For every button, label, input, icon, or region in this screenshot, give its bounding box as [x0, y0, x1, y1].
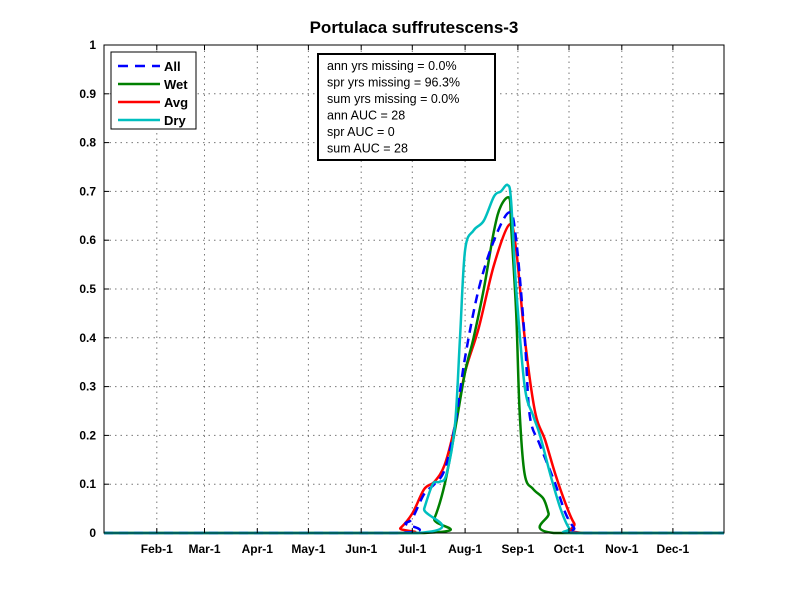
y-tick-label: 0.9: [79, 87, 96, 101]
legend-label: All: [164, 59, 181, 74]
x-tick-label: Feb-1: [141, 542, 173, 556]
y-tick-label: 0.4: [79, 331, 96, 345]
x-tick-label: Aug-1: [448, 542, 482, 556]
x-axis: Feb-1 Mar-1 Apr-1 May-1 Jun-1 Jul-1 Aug-1 Sep-1…: [141, 45, 690, 556]
x-tick-label: Oct-1: [554, 542, 585, 556]
info-line: spr yrs missing = 96.3%: [327, 76, 460, 90]
y-tick-label: 0.1: [79, 477, 96, 491]
y-tick-label: 1: [89, 38, 96, 52]
legend: All Wet Avg Dry: [110, 51, 197, 130]
legend-label: Dry: [164, 113, 186, 128]
y-tick-label: 0: [89, 526, 96, 540]
y-tick-label: 0.7: [79, 184, 96, 198]
info-line: spr AUC = 0: [327, 125, 395, 139]
info-box-frame: [317, 53, 496, 161]
info-line: ann AUC = 28: [327, 109, 405, 123]
series-layer: [104, 183, 724, 535]
x-tick-label: Sep-1: [502, 542, 535, 556]
y-tick-label: 0.6: [79, 233, 96, 247]
y-tick-label: 0.3: [79, 380, 96, 394]
legend-label: Avg: [164, 95, 188, 110]
x-tick-label: Nov-1: [605, 542, 639, 556]
x-tick-label: Dec-1: [657, 542, 690, 556]
x-tick-label: Jun-1: [345, 542, 377, 556]
x-tick-label: Jul-1: [398, 542, 426, 556]
y-tick-label: 0.2: [79, 428, 96, 442]
info-line: sum AUC = 28: [327, 142, 408, 156]
y-axis: 0 0.1 0.2 0.3 0.4 0.5 0.6 0.7 0.8 0.9 1: [79, 38, 724, 540]
y-tick-label: 0.8: [79, 136, 96, 150]
chart-title: Portulaca suffrutescens-3: [310, 18, 519, 37]
x-tick-label: Apr-1: [242, 542, 274, 556]
legend-label: Wet: [164, 77, 188, 92]
info-box: ann yrs missing = 0.0% spr yrs missing = …: [317, 53, 496, 161]
series-line-wet: [104, 196, 724, 535]
series-line-all: [104, 211, 724, 535]
x-tick-label: Mar-1: [188, 542, 220, 556]
x-tick-label: May-1: [291, 542, 325, 556]
y-tick-label: 0.5: [79, 282, 96, 296]
series-line-avg: [104, 222, 724, 535]
info-line: ann yrs missing = 0.0%: [327, 59, 457, 73]
series-line-dry: [104, 183, 724, 535]
info-line: sum yrs missing = 0.0%: [327, 92, 459, 106]
